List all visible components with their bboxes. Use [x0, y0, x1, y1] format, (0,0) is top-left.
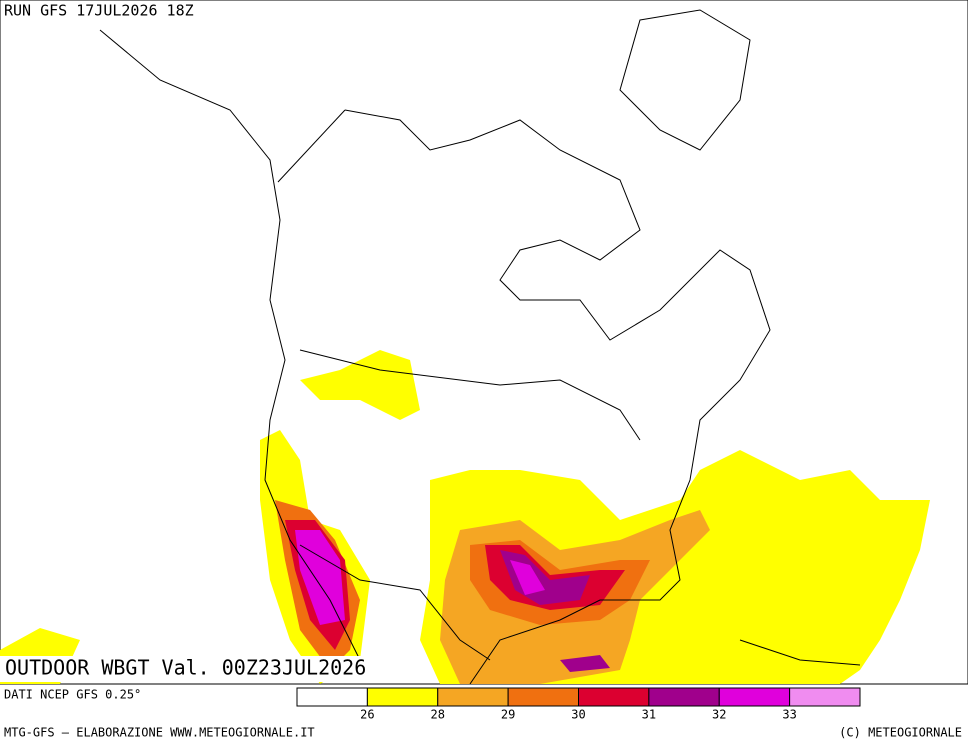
colorbar-box	[578, 687, 650, 707]
map-title: OUTDOOR WBGT Val. 00Z23JUL2026	[5, 656, 366, 680]
colorbar-tick-label: 30	[571, 708, 585, 722]
coastlines	[99, 9, 861, 685]
colorbar-box	[296, 687, 368, 707]
footer-right: (C) METEOGIORNALE	[839, 726, 962, 740]
map-fields	[0, 350, 930, 684]
run-label: RUN GFS 17JUL2026 18Z	[4, 2, 194, 20]
colorbar-tick-label: 33	[782, 708, 796, 722]
colorbar-tick-label: 26	[360, 708, 374, 722]
source-label: DATI NCEP GFS 0.25°	[4, 688, 141, 702]
colorbar: 26 28 29 30 31 32 33	[296, 687, 861, 722]
colorbar-box	[789, 687, 861, 707]
colorbar-tick-label: 28	[431, 708, 445, 722]
colorbar-box	[366, 687, 439, 707]
colorbar-tick-label: 31	[642, 708, 656, 722]
colorbar-box	[507, 687, 579, 707]
colorbar-box	[718, 687, 791, 707]
title-background	[0, 656, 385, 682]
colorbar-tick-label: 29	[501, 708, 515, 722]
colorbar-tick-label: 32	[712, 708, 726, 722]
colorbar-box	[437, 687, 509, 707]
footer-left: MTG-GFS — ELABORAZIONE WWW.METEOGIORNALE…	[4, 726, 315, 740]
colorbar-box	[648, 687, 720, 707]
